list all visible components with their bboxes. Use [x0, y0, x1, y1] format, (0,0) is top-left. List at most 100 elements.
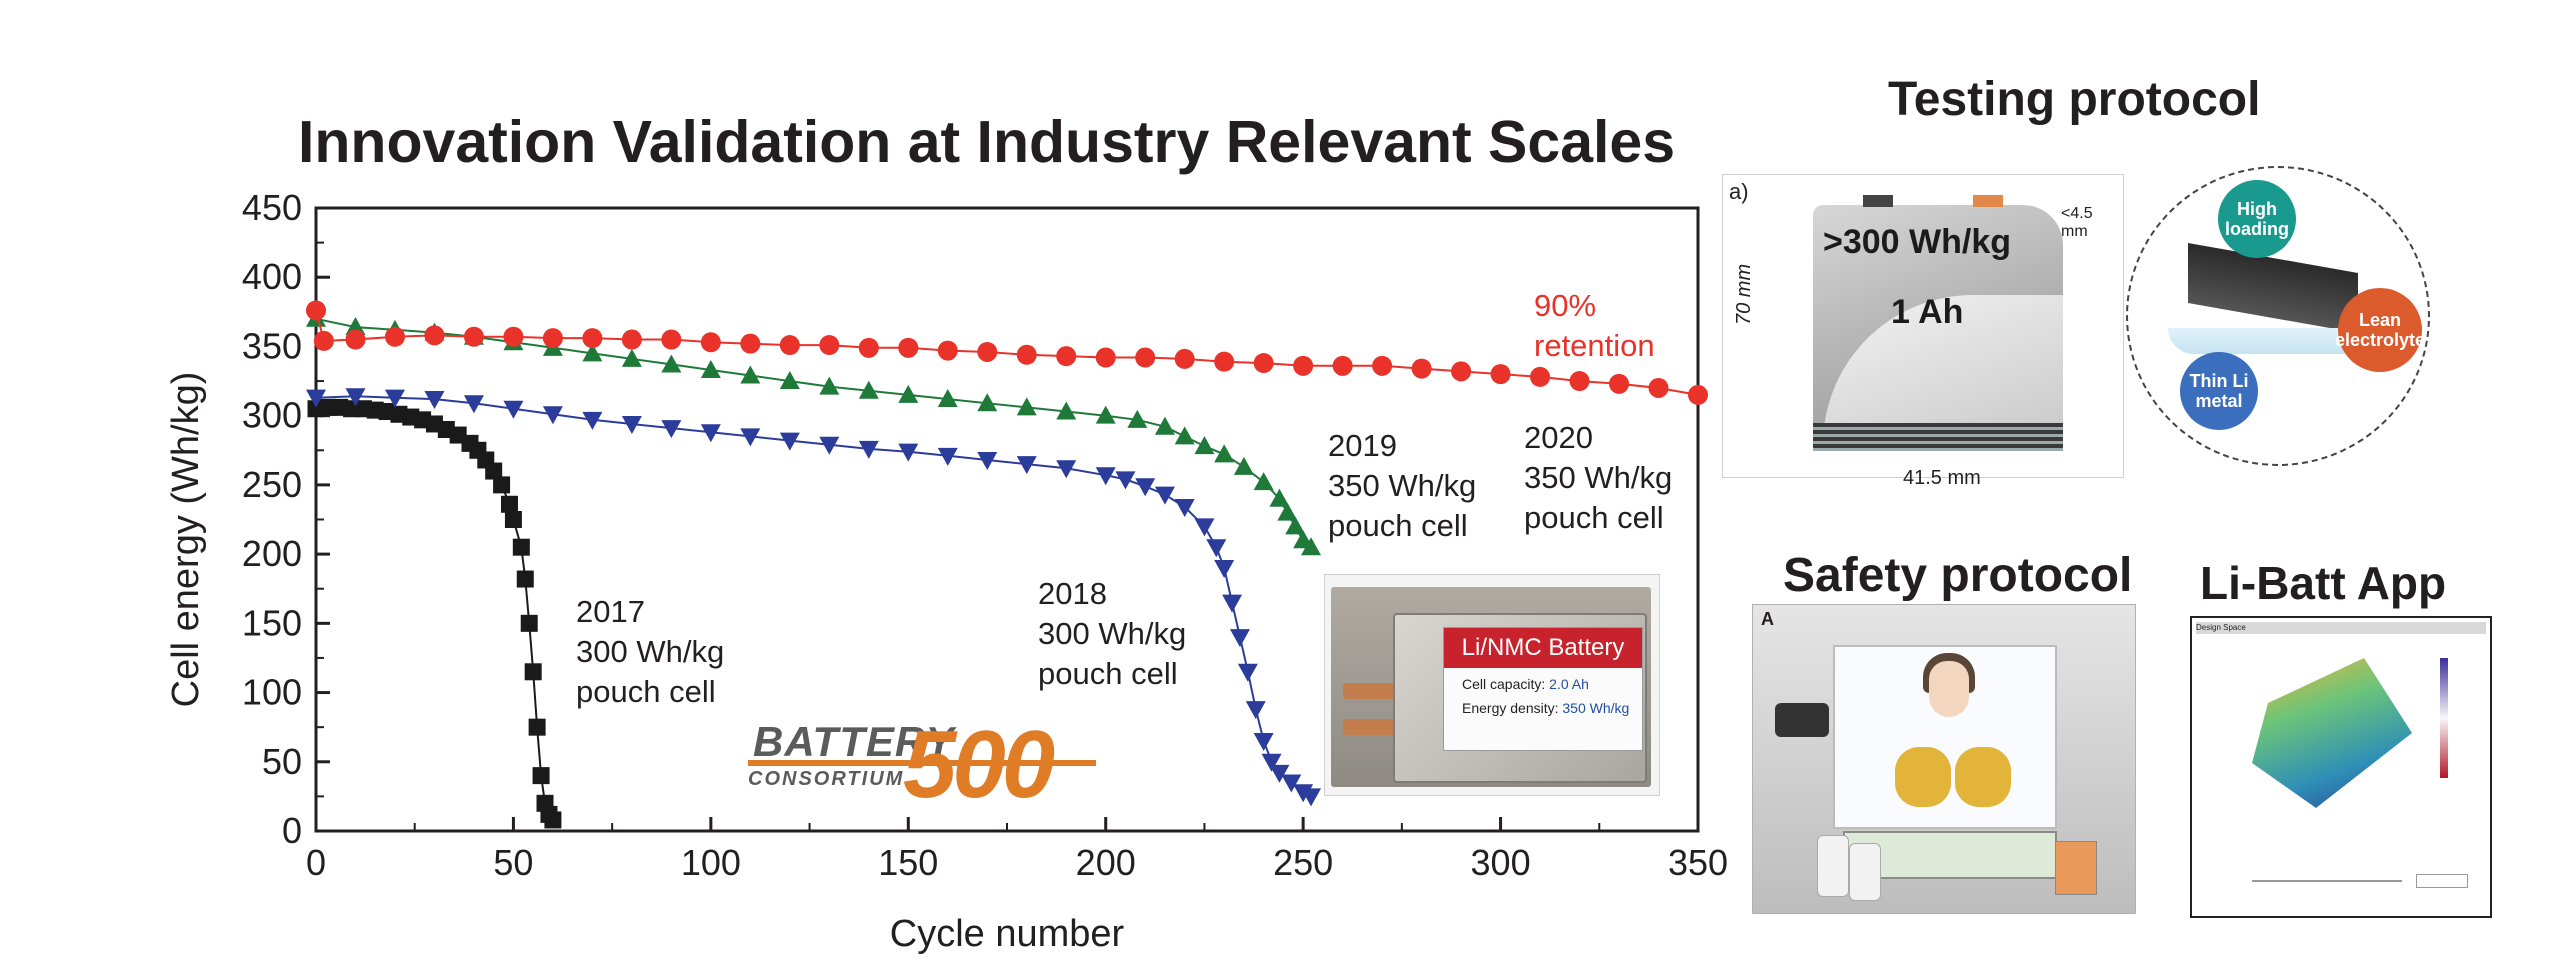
data-point: [516, 570, 534, 588]
data-point: [858, 440, 879, 459]
width-dimension: 41.5 mm: [1903, 467, 1981, 489]
data-point: [1135, 478, 1156, 497]
data-point: [1245, 701, 1266, 720]
data-point: [740, 365, 761, 384]
glovebox-window: [1833, 645, 2057, 829]
data-point: [779, 432, 800, 451]
x-axis-label: Cycle number: [890, 913, 1125, 955]
series-label-line: 350 Wh/kg: [1524, 460, 1673, 495]
y-tick-label: 350: [242, 325, 302, 366]
data-point: [313, 330, 334, 351]
data-point: [621, 348, 642, 367]
data-point: [1411, 358, 1432, 379]
data-point: [1016, 456, 1037, 475]
data-point: [1056, 346, 1077, 367]
operator-face: [1929, 661, 1969, 717]
retention-line: retention: [1534, 328, 1655, 363]
x-tick-label: 350: [1668, 842, 1728, 883]
data-point: [500, 495, 518, 513]
data-point: [1214, 444, 1235, 463]
data-point: [1095, 405, 1116, 424]
x-tick-label: 250: [1273, 842, 1333, 883]
x-tick-label: 50: [493, 842, 533, 883]
data-point: [1285, 516, 1306, 535]
data-point: [544, 811, 562, 829]
battery-photo-inset: Li/NMC Battery Cell capacity: 2.0 Ah Ene…: [1324, 574, 1660, 796]
data-point: [661, 354, 682, 373]
data-point: [1253, 472, 1274, 491]
x-tick-label: 150: [878, 842, 938, 883]
data-point: [582, 411, 603, 430]
data-point: [700, 359, 721, 378]
data-point: [977, 341, 998, 362]
y-tick-label: 100: [242, 672, 302, 713]
x-tick-label: 100: [681, 842, 741, 883]
data-point: [1277, 502, 1298, 521]
series-label-2017: 2017 300 Wh/kg pouch cell: [576, 592, 724, 712]
data-point: [1095, 347, 1116, 368]
data-point: [621, 415, 642, 434]
data-point: [1253, 353, 1274, 374]
data-point: [819, 335, 840, 356]
data-point: [1214, 351, 1235, 372]
data-point: [1095, 467, 1116, 486]
capacity-value: 2.0 Ah: [1549, 676, 1589, 692]
data-point: [1261, 753, 1282, 772]
data-point: [661, 329, 682, 350]
high-loading-bubble: High loading: [2218, 180, 2296, 258]
data-point: [937, 389, 958, 408]
battery-label: Li/NMC Battery Cell capacity: 2.0 Ah Ene…: [1443, 627, 1643, 751]
series-label-line: 2017: [576, 594, 645, 629]
battery500-logo: BATTERY CONSORTIUM 500: [748, 711, 1098, 818]
data-point: [1237, 663, 1258, 682]
data-point: [1301, 537, 1322, 556]
data-point: [384, 326, 405, 347]
data-point: [512, 538, 530, 556]
data-point: [1056, 460, 1077, 479]
data-point: [1281, 774, 1302, 793]
app-slider[interactable]: [2252, 880, 2402, 882]
data-point: [1332, 355, 1353, 376]
data-point: [1293, 355, 1314, 376]
data-point: [898, 443, 919, 462]
logo-number: 500: [903, 711, 1055, 818]
series-label-line: pouch cell: [1038, 656, 1178, 691]
data-point: [306, 300, 326, 321]
surface-plot: [2252, 658, 2412, 808]
y-tick-label: 300: [242, 395, 302, 436]
app-screenshot: Design Space: [2190, 616, 2492, 918]
data-point: [779, 335, 800, 356]
series-label-line: 2020: [1524, 420, 1593, 455]
data-point: [1154, 486, 1175, 505]
cell-stack: [1813, 423, 2063, 451]
colorbar: [2440, 658, 2448, 778]
data-point: [503, 400, 524, 419]
density-value: 350 Wh/kg: [1562, 700, 1630, 716]
x-tick-label: 0: [306, 842, 326, 883]
x-tick-label: 300: [1471, 842, 1531, 883]
series-label-line: 300 Wh/kg: [576, 634, 725, 669]
testing-protocol-title: Testing protocol: [1888, 73, 2261, 126]
thin-li-metal-bubble: Thin Li metal: [2180, 352, 2258, 430]
data-point: [858, 337, 879, 358]
data-point: [1253, 733, 1274, 752]
data-point: [740, 333, 761, 354]
data-point: [779, 371, 800, 390]
zoom-detail: High loading Lean electrolyte Thin Li me…: [2126, 166, 2430, 466]
data-point: [542, 328, 563, 349]
series-line: [315, 310, 1699, 396]
y-tick-label: 250: [242, 464, 302, 505]
app-input[interactable]: [2416, 874, 2468, 888]
data-point: [1609, 373, 1630, 394]
series-label-2019: 2019 350 Wh/kg pouch cell: [1328, 426, 1476, 546]
logo-swoosh: [748, 760, 1096, 766]
retention-line: 90%: [1534, 288, 1597, 323]
data-point: [977, 393, 998, 412]
data-point: [1174, 348, 1195, 369]
battery-label-header: Li/NMC Battery: [1444, 628, 1642, 668]
data-point: [1569, 371, 1590, 392]
y-tick-label: 400: [242, 256, 302, 297]
data-point: [1056, 401, 1077, 420]
data-point: [1206, 539, 1227, 558]
